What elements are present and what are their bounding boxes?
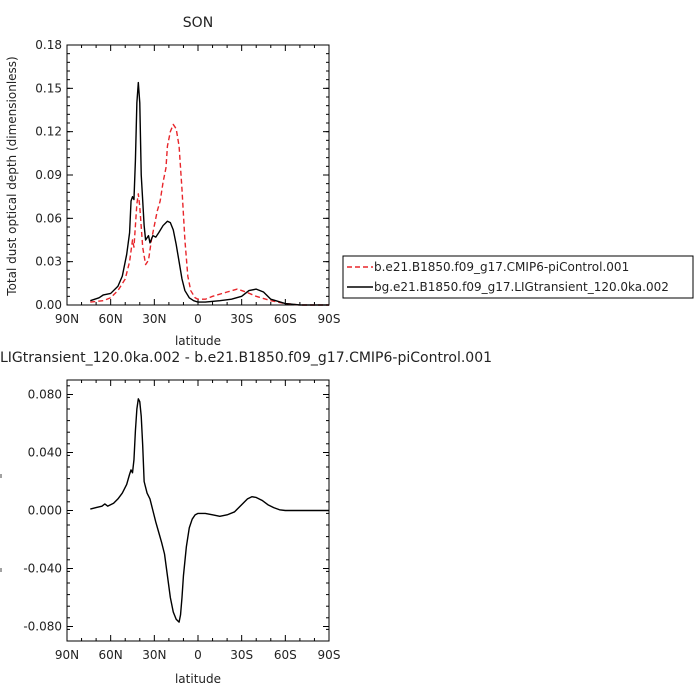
top-y-tick-label: 0.18	[35, 38, 62, 52]
top-x-tick-label: 0	[194, 312, 202, 326]
top-y-axis-label: Total dust optical depth (dimensionless)	[5, 56, 19, 296]
bottom-y-tick-label: -0.040	[23, 562, 62, 576]
top-y-tick-label: 0.09	[35, 168, 62, 182]
bottom-y-tick-label: 0.080	[28, 388, 62, 402]
bottom-chart-title: LIGtransient_120.0ka.002 - b.e21.B1850.f…	[0, 350, 492, 366]
top-y-tick-label: 0.06	[35, 211, 62, 225]
bottom-y-tick-label: 0.040	[28, 446, 62, 460]
bottom-x-tick-label: 30S	[230, 648, 253, 662]
legend: b.e21.B1850.f09_g17.CMIP6-piControl.001 …	[342, 255, 694, 299]
bottom-x-axis-label: latitude	[175, 672, 221, 686]
top-x-tick-label: 30N	[142, 312, 166, 326]
top-series-group	[90, 81, 329, 306]
bottom-x-tick-label: 90N	[55, 648, 79, 662]
top-axes: 90N 60N 30N 0 30S 60S 90S 0.00 0.03 0.06 0.09 0.12 0…	[35, 38, 340, 326]
top-y-tick-label: 0.15	[35, 81, 62, 95]
bottom-x-tick-label: 60S	[274, 648, 297, 662]
bottom-x-tick-label: 0	[194, 648, 202, 662]
top-x-axis-label: latitude	[175, 334, 221, 348]
legend-label-series-1: b.e21.B1850.f09_g17.CMIP6-piControl.001	[374, 260, 629, 274]
top-x-tick-label: 30S	[230, 312, 253, 326]
top-x-tick-label: 60S	[274, 312, 297, 326]
top-x-tick-label: 90N	[55, 312, 79, 326]
top-series-line-1	[90, 123, 329, 306]
legend-label-series-2: bg.e21.B1850.f09_g17.LIGtransient_120.0k…	[374, 280, 669, 294]
bottom-y-tick-label: -0.080	[23, 620, 62, 634]
bottom-x-tick-label: 60N	[99, 648, 123, 662]
top-x-tick-label: 90S	[318, 312, 341, 326]
top-panel: SON 90N 60N 30N 0 30S 60S 90S 0.00 0.03 0.06 0.09 0…	[5, 15, 694, 348]
bottom-axes: 90N 60N 30N 0 30S 60S 90S -0.080 -0.040 0.000 0.04…	[23, 379, 341, 662]
bottom-series-line-1	[90, 398, 329, 623]
top-series-line-2	[90, 81, 329, 306]
legend-box	[342, 255, 694, 299]
top-y-tick-label: 0.03	[35, 255, 62, 269]
bottom-panel: LIGtransient_120.0ka.002 - b.e21.B1850.f…	[0, 350, 492, 686]
top-y-tick-label: 0.00	[35, 298, 62, 312]
bottom-series-group	[90, 398, 329, 623]
top-plot-frame	[66, 44, 330, 306]
bottom-x-tick-label: 30N	[142, 648, 166, 662]
bottom-x-tick-label: 90S	[318, 648, 341, 662]
top-x-tick-label: 60N	[99, 312, 123, 326]
top-y-tick-label: 0.12	[35, 125, 62, 139]
bottom-y-tick-label: 0.000	[28, 504, 62, 518]
top-chart-title: SON	[183, 15, 213, 31]
